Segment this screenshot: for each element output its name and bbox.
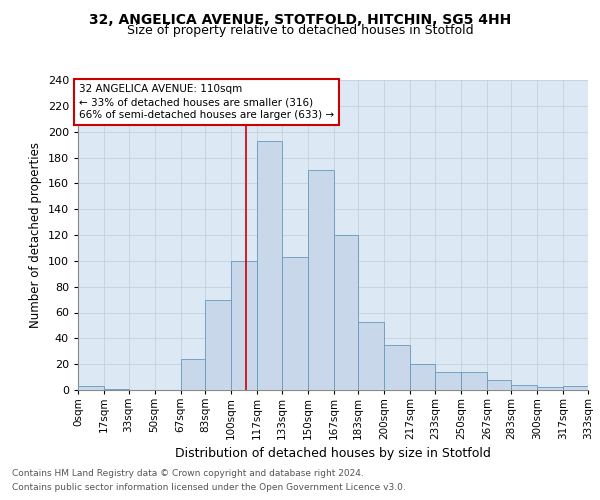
Bar: [538, 388, 563, 390]
Text: 32, ANGELICA AVENUE, STOTFOLD, HITCHIN, SG5 4HH: 32, ANGELICA AVENUE, STOTFOLD, HITCHIN, …: [89, 12, 511, 26]
Text: Size of property relative to detached houses in Stotfold: Size of property relative to detached ho…: [127, 24, 473, 37]
Bar: [487, 380, 511, 390]
Bar: [410, 364, 435, 390]
Text: 32 ANGELICA AVENUE: 110sqm
← 33% of detached houses are smaller (316)
66% of sem: 32 ANGELICA AVENUE: 110sqm ← 33% of deta…: [79, 84, 334, 120]
Bar: [461, 372, 487, 390]
Bar: [334, 235, 358, 390]
Bar: [358, 322, 385, 390]
Bar: [205, 300, 231, 390]
Bar: [435, 372, 461, 390]
Bar: [78, 386, 104, 390]
Bar: [385, 345, 410, 390]
Text: Contains HM Land Registry data © Crown copyright and database right 2024.: Contains HM Land Registry data © Crown c…: [12, 468, 364, 477]
Bar: [281, 257, 308, 390]
Bar: [257, 140, 281, 390]
Bar: [511, 385, 538, 390]
Bar: [563, 386, 588, 390]
Y-axis label: Number of detached properties: Number of detached properties: [29, 142, 42, 328]
Bar: [231, 261, 257, 390]
Bar: [308, 170, 334, 390]
Bar: [181, 359, 205, 390]
Text: Contains public sector information licensed under the Open Government Licence v3: Contains public sector information licen…: [12, 484, 406, 492]
Bar: [104, 388, 128, 390]
X-axis label: Distribution of detached houses by size in Stotfold: Distribution of detached houses by size …: [175, 448, 491, 460]
